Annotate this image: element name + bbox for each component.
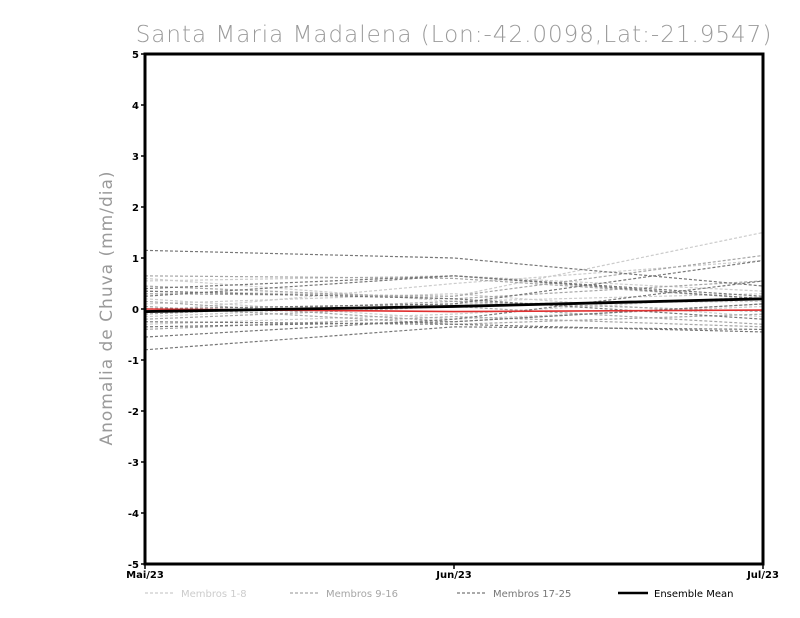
y-tick-label: -3 — [128, 458, 139, 469]
y-tick-label: 3 — [132, 152, 139, 163]
member-line-group3-9 — [144, 290, 764, 320]
y-tick-label: -1 — [128, 356, 139, 367]
y-tick-label: -4 — [128, 509, 139, 520]
x-tick-label: Jun/23 — [435, 570, 472, 581]
member-line-group2-8 — [144, 300, 764, 315]
member-line-group2-5 — [144, 316, 764, 330]
y-tick-label: 1 — [132, 254, 139, 265]
member-line-group1-7 — [144, 293, 764, 318]
member-line-group3-6 — [144, 321, 764, 333]
member-line-group1-2 — [144, 277, 764, 302]
y-tick-label: 0 — [132, 305, 139, 316]
legend: Membros 1-8 Membros 9-16 Membros 17-25 Ense… — [145, 589, 733, 600]
chart-title: Santa Maria Madalena (Lon:-42.0098,Lat:-… — [136, 22, 773, 48]
ensemble-mean-line — [144, 297, 764, 313]
member-line-group1-4 — [144, 259, 764, 313]
series-layer — [144, 231, 764, 351]
member-line-group3-1 — [144, 249, 764, 287]
member-line-group2-6 — [144, 305, 764, 325]
x-tick-label: Jul/23 — [746, 570, 779, 581]
y-tick-label: 2 — [132, 203, 139, 214]
y-axis-label: Anomalia de Chuva (mm/dia) — [97, 170, 117, 445]
member-line-group3-3 — [144, 326, 764, 351]
member-line-group2-3 — [144, 305, 764, 325]
x-tick-label: Mai/23 — [126, 570, 164, 581]
legend-label: Membros 9-16 — [326, 589, 398, 600]
legend-label: Ensemble Mean — [654, 589, 733, 600]
legend-label: Membros 1-8 — [181, 589, 247, 600]
member-line-group3-4 — [144, 280, 764, 338]
member-line-group2-7 — [144, 275, 764, 300]
member-line-group1-3 — [144, 275, 764, 292]
member-line-group3-5 — [144, 275, 764, 297]
y-tick-label: 5 — [132, 50, 139, 61]
y-tick-label: 4 — [132, 101, 139, 112]
legend-label: Membros 17-25 — [493, 589, 571, 600]
member-line-group2-1 — [144, 280, 764, 300]
member-line-group2-4 — [144, 254, 764, 297]
y-tick-label: -2 — [128, 407, 139, 418]
y-tick-label: -5 — [128, 560, 139, 571]
member-line-group3-7 — [144, 259, 764, 310]
member-line-group3-2 — [144, 275, 764, 300]
